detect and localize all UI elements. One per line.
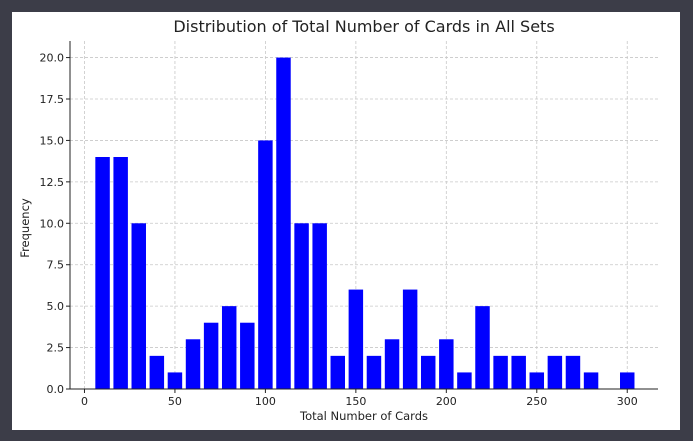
bar-230 bbox=[493, 355, 508, 389]
y-tick-label-15.0: 15.0 bbox=[40, 134, 65, 147]
y-tick-label-10.0: 10.0 bbox=[40, 217, 65, 230]
axes bbox=[69, 41, 658, 390]
bar-90 bbox=[240, 322, 255, 389]
y-tick-label-20.0: 20.0 bbox=[40, 52, 65, 65]
y-tick-label-12.5: 12.5 bbox=[40, 176, 65, 189]
y-tick-label-2.5: 2.5 bbox=[47, 342, 65, 355]
bar-30 bbox=[131, 223, 146, 389]
y-tick-label-0.0: 0.0 bbox=[47, 383, 65, 396]
bar-250 bbox=[529, 372, 545, 389]
bar-120 bbox=[294, 223, 309, 389]
bar-200 bbox=[439, 339, 454, 389]
bar-180 bbox=[402, 289, 418, 389]
bar-270 bbox=[565, 355, 581, 389]
x-tick-label-0: 0 bbox=[81, 395, 88, 408]
bar-130 bbox=[312, 223, 327, 389]
bars bbox=[95, 57, 635, 389]
x-tick-label-150: 150 bbox=[345, 395, 366, 408]
x-tick-label-50: 50 bbox=[168, 395, 182, 408]
y-tick-label-7.5: 7.5 bbox=[47, 259, 65, 272]
bar-170 bbox=[384, 339, 400, 389]
bar-40 bbox=[149, 355, 165, 389]
x-tick-label-250: 250 bbox=[526, 395, 547, 408]
tick-labels: 0 50 100 150 200 250 300 0.0 2.5 5.0 7.5 10.0 12.5 15… bbox=[40, 52, 638, 408]
bar-70 bbox=[203, 322, 219, 389]
x-tick-label-100: 100 bbox=[255, 395, 276, 408]
bar-220 bbox=[475, 306, 490, 389]
y-tick-label-5.0: 5.0 bbox=[47, 300, 65, 313]
bar-240 bbox=[511, 355, 526, 389]
bar-80 bbox=[221, 306, 237, 389]
bar-50 bbox=[167, 372, 183, 389]
x-tick-label-200: 200 bbox=[436, 395, 457, 408]
bar-140 bbox=[330, 355, 346, 389]
y-tick-label-17.5: 17.5 bbox=[40, 93, 65, 106]
grid-lines bbox=[70, 41, 658, 390]
x-axis-label: Total Number of Cards bbox=[299, 409, 428, 423]
bar-300 bbox=[620, 372, 635, 389]
bar-280 bbox=[583, 372, 599, 389]
bar-100 bbox=[258, 140, 273, 389]
x-tick-label-300: 300 bbox=[617, 395, 638, 408]
bar-20 bbox=[113, 157, 128, 389]
bar-110 bbox=[276, 57, 291, 389]
histogram-chart: Distribution of Total Number of Cards in… bbox=[18, 17, 658, 423]
bar-150 bbox=[348, 289, 364, 389]
bar-260 bbox=[547, 355, 563, 389]
bar-190 bbox=[420, 355, 436, 389]
chart-title: Distribution of Total Number of Cards in… bbox=[173, 17, 554, 36]
y-axis-label: Frequency bbox=[18, 198, 32, 258]
bar-160 bbox=[366, 355, 382, 389]
bar-60 bbox=[185, 339, 201, 389]
chart-figure: Distribution of Total Number of Cards in… bbox=[12, 12, 680, 430]
bar-210 bbox=[457, 372, 472, 389]
bar-10 bbox=[95, 157, 110, 389]
